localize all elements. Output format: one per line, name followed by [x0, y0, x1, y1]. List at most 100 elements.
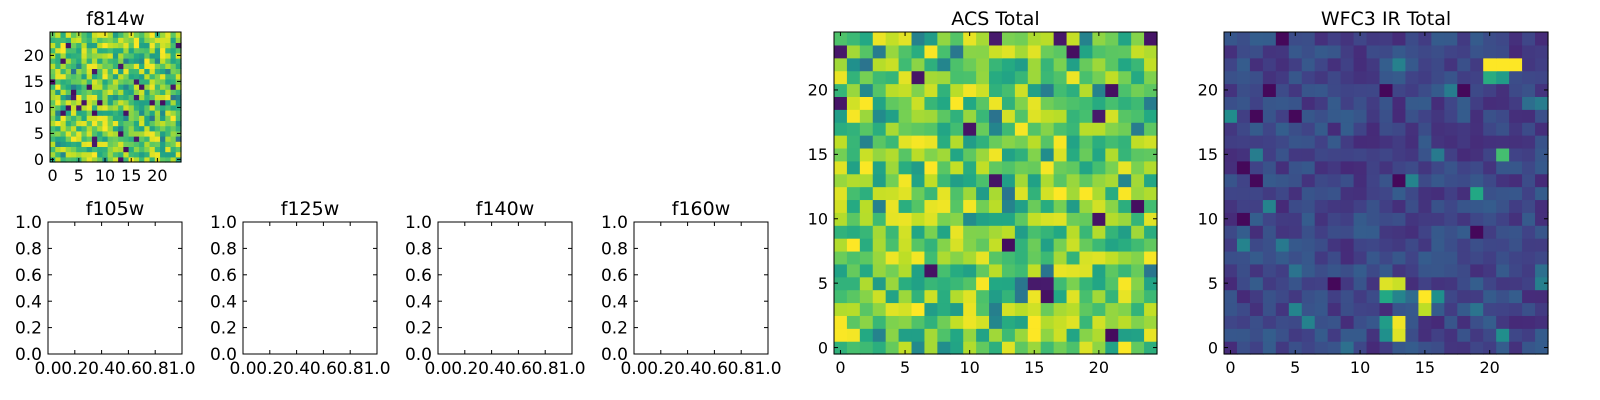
heatmap-cell [1066, 238, 1081, 252]
heatmap-cell [1040, 147, 1055, 162]
heatmap-cell [976, 147, 990, 162]
heatmap-cell [859, 83, 874, 97]
heatmap-cell [1535, 315, 1549, 329]
heatmap-cell [91, 125, 98, 132]
heatmap-cell [97, 104, 103, 111]
heatmap-cell [1366, 238, 1381, 252]
heatmap-cell [144, 136, 151, 142]
heatmap-cell [911, 57, 926, 72]
heatmap-cell [1224, 276, 1238, 291]
heatmap-cell [1496, 276, 1510, 291]
heatmap-cell [133, 94, 140, 101]
heatmap-cell [1027, 276, 1042, 291]
heatmap-cell [76, 37, 83, 43]
heatmap-cell [1262, 173, 1277, 188]
heatmap-cell [165, 37, 172, 43]
heatmap-cell [950, 186, 964, 201]
heatmap-cell [50, 136, 56, 142]
heatmap-cell [1418, 135, 1432, 149]
heatmap-cell [128, 94, 135, 101]
heatmap-cell [65, 115, 72, 121]
heatmap-cell [65, 156, 72, 163]
heatmap-cell [165, 136, 172, 142]
heatmap-cell [1509, 263, 1523, 278]
heatmap-cell [133, 120, 140, 127]
heatmap-cell [1092, 96, 1106, 110]
heatmap-cell [1079, 328, 1093, 342]
heatmap-cell [872, 225, 887, 239]
heatmap-cell [60, 63, 67, 69]
heatmap-cell [1144, 341, 1158, 355]
heatmap-cell [76, 68, 83, 75]
heatmap-cell [1301, 263, 1316, 278]
heatmap-cell [1236, 238, 1251, 252]
heatmap-cell [834, 328, 848, 342]
heatmap-cell [1236, 263, 1251, 278]
heatmap-cell [1509, 160, 1523, 175]
heatmap-cell [1392, 302, 1407, 316]
heatmap-cell [1275, 212, 1290, 226]
heatmap-cell [1314, 186, 1329, 201]
heatmap-cell [154, 68, 161, 75]
heatmap-cell [91, 47, 98, 54]
heatmap-cell [102, 89, 109, 95]
heatmap-cell [55, 52, 62, 59]
heatmap-cell [170, 120, 177, 127]
heatmap-cell [1001, 57, 1016, 72]
heatmap-cell [107, 37, 114, 43]
heatmap-cell [1431, 147, 1445, 162]
heatmap-cell [963, 83, 977, 97]
heatmap-cell [1224, 44, 1238, 59]
heatmap-cell [1249, 160, 1264, 175]
heatmap-cell [834, 250, 848, 265]
f160w-xtick-label: 0.4 [674, 359, 701, 379]
heatmap-cell [1509, 122, 1523, 136]
heatmap-cell [91, 156, 98, 163]
heatmap-cell [1522, 147, 1536, 162]
heatmap-cell [128, 68, 135, 75]
heatmap-cell [65, 68, 72, 75]
heatmap-cell [107, 73, 114, 80]
heatmap-cell [133, 47, 140, 54]
heatmap-cell [1483, 328, 1497, 342]
heatmap-cell [1014, 263, 1029, 278]
heatmap-cell [144, 141, 151, 147]
heatmap-cell [1444, 199, 1458, 213]
heatmap-cell [149, 130, 156, 137]
heatmap-cell [1224, 173, 1238, 188]
heatmap-cell [1509, 147, 1523, 162]
heatmap-cell [70, 47, 77, 54]
heatmap-cell [937, 289, 951, 304]
heatmap-cell [1236, 199, 1251, 213]
f814w-ytick-label: 5 [34, 124, 44, 143]
heatmap-cell [963, 225, 977, 239]
heatmap-cell [170, 37, 177, 43]
heatmap-cell [1366, 44, 1381, 59]
heatmap-cell [123, 104, 130, 111]
heatmap-cell [1366, 173, 1381, 188]
heatmap-cell [76, 136, 83, 142]
heatmap-cell [107, 120, 114, 127]
heatmap-cell [911, 122, 926, 136]
heatmap-cell [55, 130, 62, 137]
heatmap-cell [1001, 225, 1016, 239]
heatmap-cell [170, 130, 177, 137]
heatmap-cell [1340, 199, 1355, 213]
heatmap-cell [1535, 109, 1549, 123]
heatmap-cell [1131, 341, 1145, 355]
heatmap-cell [1144, 276, 1158, 291]
heatmap-cell [963, 263, 977, 278]
heatmap-cell [846, 315, 861, 329]
heatmap-cell [1053, 225, 1068, 239]
heatmap-cell [112, 37, 119, 43]
heatmap-cell [937, 135, 951, 149]
heatmap-cell [70, 84, 77, 90]
heatmap-cell [107, 151, 114, 158]
heatmap-cell [91, 32, 98, 38]
heatmap-cell [128, 73, 135, 80]
heatmap-cell [1236, 160, 1251, 175]
heatmap-cell [55, 146, 62, 153]
heatmap-cell [165, 146, 172, 153]
heatmap-cell [1092, 276, 1106, 291]
heatmap-cell [1144, 186, 1158, 201]
